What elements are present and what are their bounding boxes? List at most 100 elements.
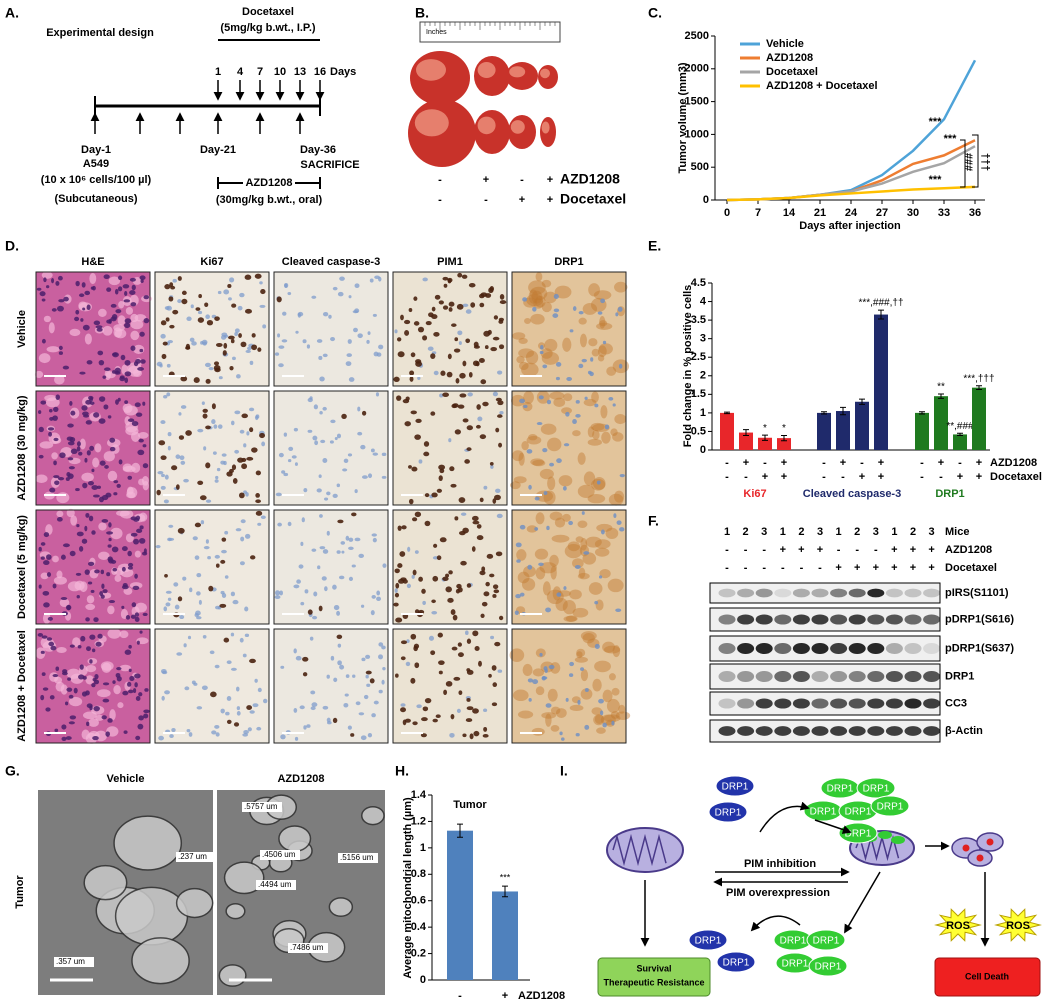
cell — [75, 487, 80, 492]
cell — [90, 286, 95, 290]
cell — [445, 680, 453, 687]
cell — [261, 441, 266, 447]
cell — [610, 428, 618, 436]
sign: - — [855, 544, 859, 556]
cell — [526, 294, 544, 307]
cell — [347, 725, 352, 730]
rule — [814, 819, 852, 834]
cell — [243, 729, 249, 735]
cell — [128, 689, 134, 694]
cell — [550, 724, 560, 732]
cell — [35, 647, 46, 659]
cell — [120, 354, 126, 361]
cell — [254, 678, 258, 683]
tumor-highlight — [414, 109, 449, 137]
cell — [451, 323, 457, 327]
band — [737, 698, 755, 709]
drp1-label: DRP1 — [715, 808, 742, 819]
cell — [205, 378, 211, 384]
cell — [478, 660, 482, 667]
cell — [411, 574, 415, 579]
cell — [423, 451, 430, 457]
cell — [163, 606, 168, 612]
cell — [451, 403, 457, 409]
x-tick-label: + — [502, 990, 508, 1002]
cell — [551, 534, 570, 543]
cell — [167, 431, 172, 437]
cell — [47, 427, 55, 431]
cell — [554, 517, 566, 528]
cell — [280, 734, 286, 740]
band — [830, 698, 848, 709]
cell — [103, 274, 110, 280]
cell — [582, 552, 597, 565]
sign: - — [744, 544, 748, 556]
mitochondrion — [328, 897, 354, 917]
cell — [492, 594, 497, 598]
error-bar — [743, 429, 749, 437]
cell — [67, 441, 75, 446]
event: SACRIFICE — [300, 159, 359, 171]
cell — [53, 576, 67, 585]
cell — [575, 536, 584, 543]
cell — [458, 497, 466, 503]
cell — [56, 492, 70, 504]
cell — [602, 689, 613, 703]
cell — [615, 711, 631, 721]
cell — [207, 556, 211, 560]
sign: + — [891, 562, 897, 574]
legend-label: AZD1208 — [766, 52, 813, 64]
cell — [357, 431, 363, 436]
cell — [225, 711, 230, 716]
cell — [344, 693, 349, 697]
cell — [89, 272, 97, 285]
cell — [155, 544, 161, 549]
cell — [54, 676, 63, 684]
cell — [69, 550, 76, 557]
cell — [556, 592, 562, 597]
cell — [135, 412, 143, 417]
cell — [291, 455, 297, 459]
cell — [293, 648, 297, 654]
measure-bg — [54, 957, 94, 967]
cell — [131, 602, 137, 608]
cell — [78, 301, 88, 310]
cell — [330, 337, 336, 342]
cell — [54, 480, 60, 486]
cell — [133, 538, 140, 545]
cell — [421, 588, 426, 594]
cell — [107, 628, 121, 639]
cell — [164, 690, 170, 695]
cell — [256, 726, 262, 731]
cell — [592, 429, 600, 440]
panel-label: B. — [415, 5, 429, 21]
cell — [454, 429, 461, 435]
sign: - — [837, 544, 841, 556]
drp1-label: DRP1 — [845, 829, 872, 840]
cell — [615, 608, 622, 612]
cell — [332, 584, 337, 590]
cell — [42, 687, 49, 691]
column-header: H&E — [81, 256, 104, 268]
cell — [106, 319, 112, 324]
panel-label: D. — [5, 238, 19, 254]
cell — [205, 425, 211, 430]
band — [867, 726, 885, 736]
cell — [243, 490, 247, 494]
cell — [466, 697, 471, 702]
cell — [48, 409, 53, 413]
cell — [587, 438, 602, 446]
cell — [457, 404, 465, 409]
cell — [457, 652, 464, 658]
ihc-frame — [35, 271, 151, 387]
cell — [567, 541, 581, 552]
cell — [114, 288, 119, 295]
header: Mice — [945, 526, 969, 538]
cell — [95, 641, 102, 647]
cell — [406, 583, 411, 589]
cell — [522, 297, 528, 302]
cell — [572, 558, 584, 569]
cell — [165, 590, 172, 594]
cell — [448, 307, 453, 312]
band — [830, 726, 848, 736]
